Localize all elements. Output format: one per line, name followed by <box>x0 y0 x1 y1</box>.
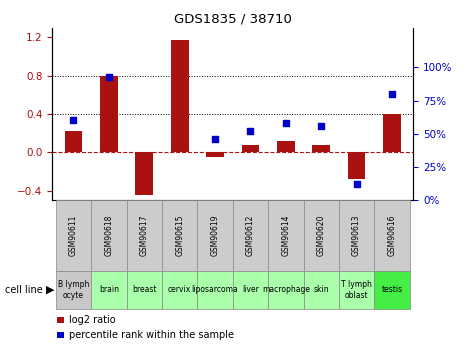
Point <box>317 123 325 129</box>
Bar <box>277 141 294 152</box>
Bar <box>100 76 118 152</box>
Text: GSM90616: GSM90616 <box>388 215 397 256</box>
Text: GSM90615: GSM90615 <box>175 215 184 256</box>
Text: percentile rank within the sample: percentile rank within the sample <box>69 330 234 339</box>
Bar <box>91 200 126 271</box>
Text: GSM90614: GSM90614 <box>281 215 290 256</box>
Text: skin: skin <box>314 285 329 294</box>
Text: GSM90618: GSM90618 <box>104 215 114 256</box>
Bar <box>348 152 365 179</box>
Bar <box>304 271 339 309</box>
Bar <box>233 271 268 309</box>
Text: B lymph
ocyte: B lymph ocyte <box>58 280 89 299</box>
Bar <box>268 271 304 309</box>
Text: GSM90612: GSM90612 <box>246 215 255 256</box>
Bar <box>65 131 82 152</box>
Text: testis: testis <box>381 285 403 294</box>
Text: GSM90619: GSM90619 <box>210 215 219 256</box>
Bar <box>171 40 189 152</box>
Point <box>211 136 219 142</box>
Text: liver: liver <box>242 285 259 294</box>
Bar <box>135 152 153 195</box>
Point <box>70 118 77 123</box>
Text: brain: brain <box>99 285 119 294</box>
Point <box>388 91 396 97</box>
Bar <box>374 200 410 271</box>
Text: cervix: cervix <box>168 285 191 294</box>
Bar <box>56 271 91 309</box>
Bar <box>383 114 401 152</box>
Bar <box>339 271 374 309</box>
Bar <box>304 200 339 271</box>
Text: GSM90613: GSM90613 <box>352 215 361 256</box>
Bar <box>206 152 224 157</box>
Bar <box>233 200 268 271</box>
Bar <box>162 271 197 309</box>
Bar <box>91 271 126 309</box>
Point <box>282 120 290 126</box>
Text: macrophage: macrophage <box>262 285 310 294</box>
Bar <box>56 200 91 271</box>
Bar <box>313 146 330 152</box>
Bar <box>242 146 259 152</box>
Bar <box>162 200 197 271</box>
Text: ▶: ▶ <box>46 285 54 295</box>
Text: T lymph
oblast: T lymph oblast <box>341 280 372 299</box>
Bar <box>339 200 374 271</box>
Text: log2 ratio: log2 ratio <box>69 315 115 325</box>
Bar <box>197 271 233 309</box>
Bar <box>126 271 162 309</box>
Text: breast: breast <box>132 285 157 294</box>
Text: GSM90620: GSM90620 <box>317 215 326 256</box>
Point <box>247 128 254 134</box>
Point <box>105 74 113 79</box>
Point <box>353 181 361 187</box>
Bar <box>268 200 304 271</box>
Text: GSM90611: GSM90611 <box>69 215 78 256</box>
Text: GSM90617: GSM90617 <box>140 215 149 256</box>
Bar <box>197 200 233 271</box>
Title: GDS1835 / 38710: GDS1835 / 38710 <box>174 12 292 25</box>
Text: cell line: cell line <box>5 285 42 295</box>
Bar <box>126 200 162 271</box>
Bar <box>374 271 410 309</box>
Text: liposarcoma: liposarcoma <box>192 285 238 294</box>
